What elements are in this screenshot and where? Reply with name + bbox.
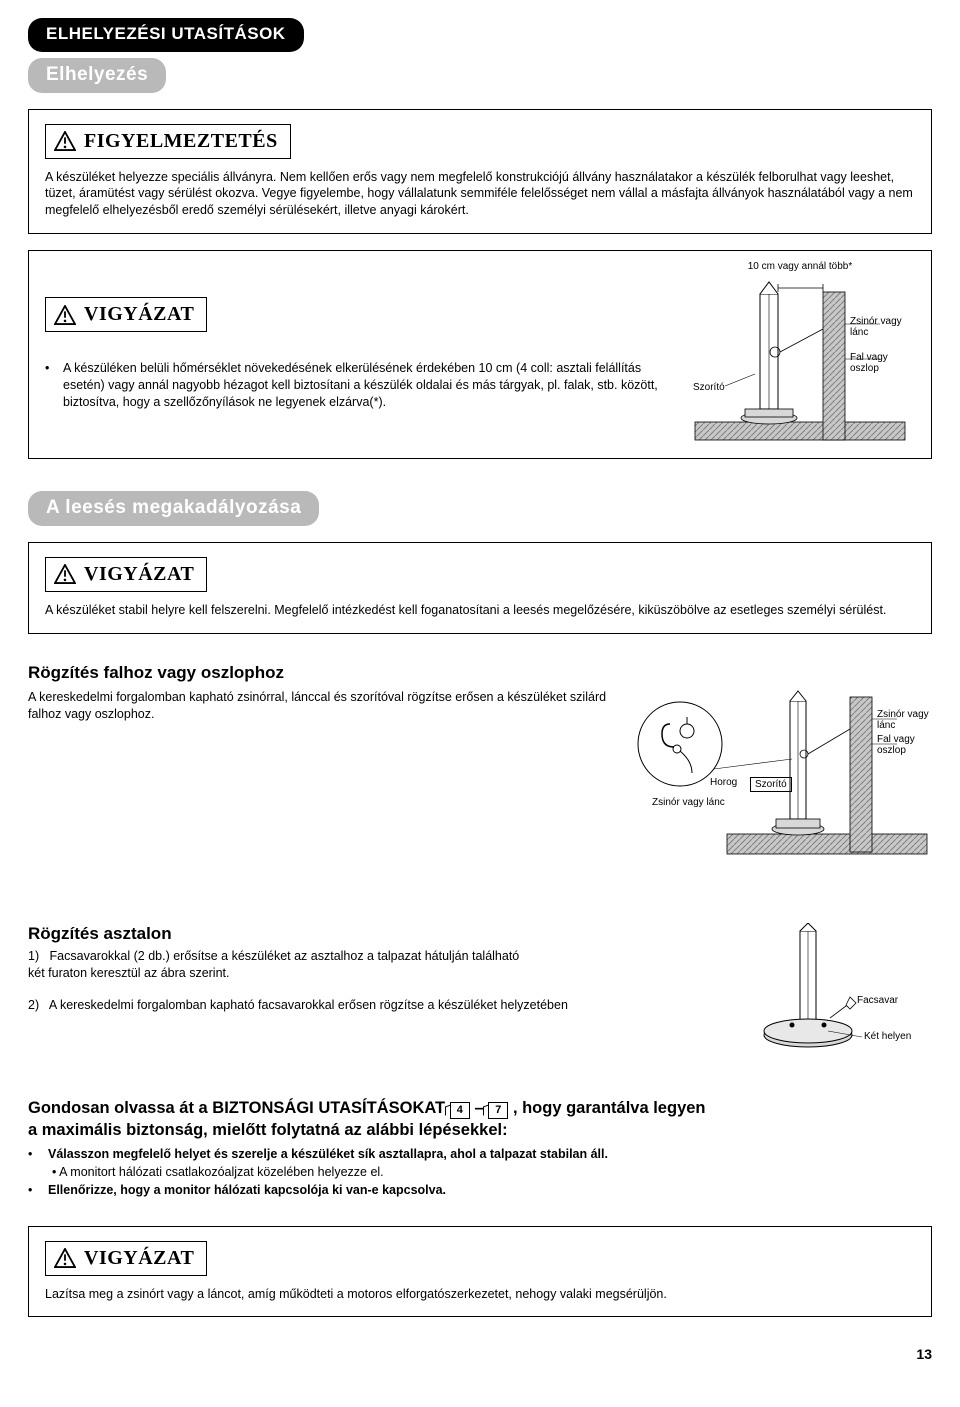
table-line1-text: Facsavarokkal (2 db.) erősítse a készülé… [50, 949, 520, 963]
final-b2: Ellenőrizze, hogy a monitor hálózati kap… [48, 1181, 446, 1199]
page-title-black-text: ELHELYEZÉSI UTASÍTÁSOK [46, 24, 286, 43]
page-number: 13 [28, 1345, 932, 1364]
wall-diagram-chain-bottom-label: Zsinór vagy lánc [652, 797, 725, 808]
diagram1-top-label: 10 cm vagy annál több* [685, 261, 915, 272]
caution2-label-text: VIGYÁZAT [84, 561, 194, 588]
diagram1-chain-label: Zsinór vagy lánc [850, 316, 915, 338]
caution1-triangle-icon [54, 305, 76, 325]
wall-diagram-container: Zsinór vagy lánc Fal vagy oszlop Horog S… [632, 689, 932, 859]
final-heading-line1: Gondosan olvassa át a BIZTONSÁGI UTASÍTÁ… [28, 1097, 932, 1119]
caution3-triangle-icon [54, 1248, 76, 1268]
final-b1: Válasszon megfelelő helyet és szerelje a… [48, 1145, 608, 1163]
final-heading-line2: a maximális biztonság, mielőtt folytatná… [28, 1119, 932, 1141]
wall-diagram-chain-label: Zsinór vagy lánc [877, 709, 932, 731]
wall-diagram-wall-label: Fal vagy oszlop [877, 734, 932, 756]
page-ref-b: 7 [488, 1102, 508, 1119]
table-diagram-container: Facsavar Két helyen [722, 923, 932, 1053]
page-ref-a: 4 [450, 1102, 470, 1119]
caution2-triangle-icon [54, 564, 76, 584]
table-line2-text: A kereskedelmi forgalomban kapható facsa… [49, 998, 568, 1012]
final-heading-part2: , hogy garantálva legyen [513, 1099, 706, 1117]
warning-outer-box: FIGYELMEZTETÉS A készüléket helyezze spe… [28, 109, 932, 235]
final-bullet-list: •Válasszon megfelelő helyet és szerelje … [28, 1145, 932, 1199]
section-placement-pill: Elhelyezés [28, 58, 166, 93]
table-diagram-places-label: Két helyen [864, 1031, 911, 1042]
section-falling-pill: A leesés megakadályozása [28, 491, 319, 526]
caution1-label-box: VIGYÁZAT [45, 297, 207, 332]
section-falling-text: A leesés megakadályozása [46, 497, 301, 518]
caution3-label-text: VIGYÁZAT [84, 1245, 194, 1272]
section-placement-text: Elhelyezés [46, 64, 148, 85]
wall-section-body: A kereskedelmi forgalomban kapható zsinó… [28, 689, 620, 724]
final-b1a: • A monitort hálózati csatlakozóaljzat k… [48, 1163, 384, 1181]
page-title-black-pill: ELHELYEZÉSI UTASÍTÁSOK [28, 18, 304, 52]
diagram1-wall-label: Fal vagy oszlop [850, 352, 915, 374]
wall-section-heading: Rögzítés falhoz vagy oszlophoz [28, 662, 932, 685]
table-section-heading: Rögzítés asztalon [28, 923, 710, 946]
caution2-label-box: VIGYÁZAT [45, 557, 207, 592]
diagram1-clamp-label: Szorító [693, 382, 725, 393]
caution3-label-box: VIGYÁZAT [45, 1241, 207, 1276]
caution1-diagram-container: 10 cm vagy annál több* [685, 261, 915, 444]
caution1-label-text: VIGYÁZAT [84, 301, 194, 328]
caution2-body-text: A készüléket stabil helyre kell felszere… [45, 602, 915, 619]
wall-diagram-clamp-label: Szorító [750, 777, 792, 792]
caution1-bullet: • A készüléken belüli hőmérséklet növeke… [45, 360, 673, 411]
table-line2-prefix: 2) [28, 998, 39, 1012]
caution1-outer-box: VIGYÁZAT • A készüléken belüli hőmérsékl… [28, 250, 932, 459]
table-line1b-text: két furaton keresztül az ábra szerint. [28, 965, 710, 983]
caution3-body-text: Lazítsa meg a zsinórt vagy a láncot, amí… [45, 1286, 915, 1303]
table-line1-prefix: 1) [28, 949, 39, 963]
wall-diagram-hook-label: Horog [710, 777, 737, 788]
table-diagram-screw-label: Facsavar [857, 995, 898, 1006]
final-heading-part1: Gondosan olvassa át a BIZTONSÁGI UTASÍTÁ… [28, 1099, 450, 1117]
caution1-body-text: A készüléken belüli hőmérséklet növekedé… [63, 360, 673, 411]
caution2-outer-box: VIGYÁZAT A készüléket stabil helyre kell… [28, 542, 932, 634]
warning-body-text: A készüléket helyezze speciális állványr… [45, 169, 915, 220]
warning-label-box: FIGYELMEZTETÉS [45, 124, 291, 159]
warning-triangle-icon [54, 131, 76, 151]
warning-label-text: FIGYELMEZTETÉS [84, 128, 278, 155]
caution3-outer-box: VIGYÁZAT Lazítsa meg a zsinórt vagy a lá… [28, 1226, 932, 1318]
